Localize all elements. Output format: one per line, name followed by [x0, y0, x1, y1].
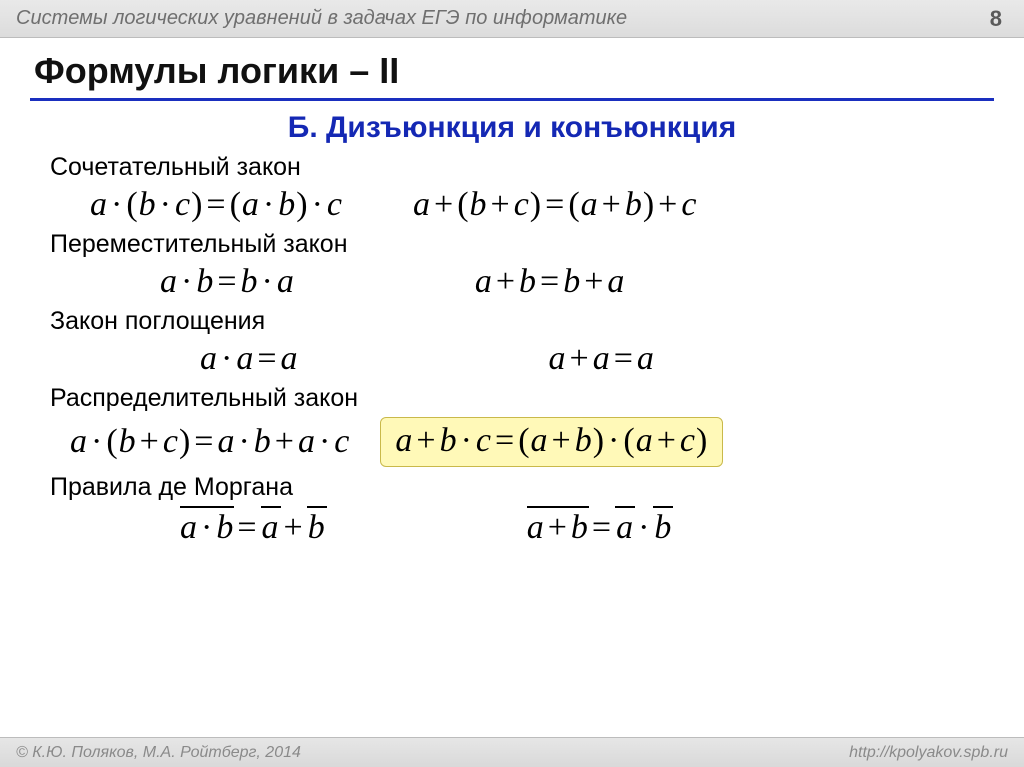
page-number: 8	[990, 6, 1002, 32]
formula-demorgan-2: a+b=a·b	[527, 506, 674, 547]
formula-distr-and: a·(b+c)=a·b+a·c	[70, 423, 350, 461]
formula-comm-and: a·b=b·a	[160, 263, 295, 301]
page-title: Формулы логики – II	[30, 46, 994, 101]
copyright-text: © К.Ю. Поляков, М.А. Ройтберг, 2014	[16, 744, 301, 762]
formula-distr-or: a+b·c=(a+b)·(a+c)	[395, 422, 708, 459]
law-label-demorgan: Правила де Моргана	[50, 473, 994, 502]
formula-idemp-or: a+a=a	[549, 340, 655, 378]
breadcrumb: Системы логических уравнений в задачах Е…	[16, 7, 627, 30]
formula-idemp-and: a·a=a	[200, 340, 299, 378]
slide-footer: © К.Ю. Поляков, М.А. Ройтберг, 2014 http…	[0, 737, 1024, 767]
slide-header: Системы логических уравнений в задачах Е…	[0, 0, 1024, 38]
slide-content: Формулы логики – II Б. Дизъюнкция и конъ…	[0, 38, 1024, 547]
law-label-idempotent: Закон поглощения	[50, 307, 994, 336]
formula-comm-or: a+b=b+a	[475, 263, 626, 301]
formula-row-associative: a·(b·c)=(a·b)·c a+(b+c)=(a+b)+c	[30, 186, 994, 224]
formula-row-demorgan: a·b=a+b a+b=a·b	[30, 506, 994, 547]
formula-assoc-or: a+(b+c)=(a+b)+c	[413, 186, 697, 224]
law-label-associative: Сочетательный закон	[50, 153, 994, 182]
formula-demorgan-1: a·b=a+b	[180, 506, 327, 547]
section-title: Б. Дизъюнкция и конъюнкция	[30, 111, 994, 145]
formula-row-commutative: a·b=b·a a+b=b+a	[30, 263, 994, 301]
law-label-commutative: Переместительный закон	[50, 230, 994, 259]
formula-assoc-and: a·(b·c)=(a·b)·c	[90, 186, 343, 224]
footer-url: http://kpolyakov.spb.ru	[849, 744, 1008, 762]
formula-row-idempotent: a·a=a a+a=a	[30, 340, 994, 378]
formula-distr-highlight: a+b·c=(a+b)·(a+c)	[380, 417, 723, 467]
law-label-distributive: Распределительный закон	[50, 384, 994, 413]
formula-row-distributive: a·(b+c)=a·b+a·c a+b·c=(a+b)·(a+c)	[30, 417, 994, 467]
